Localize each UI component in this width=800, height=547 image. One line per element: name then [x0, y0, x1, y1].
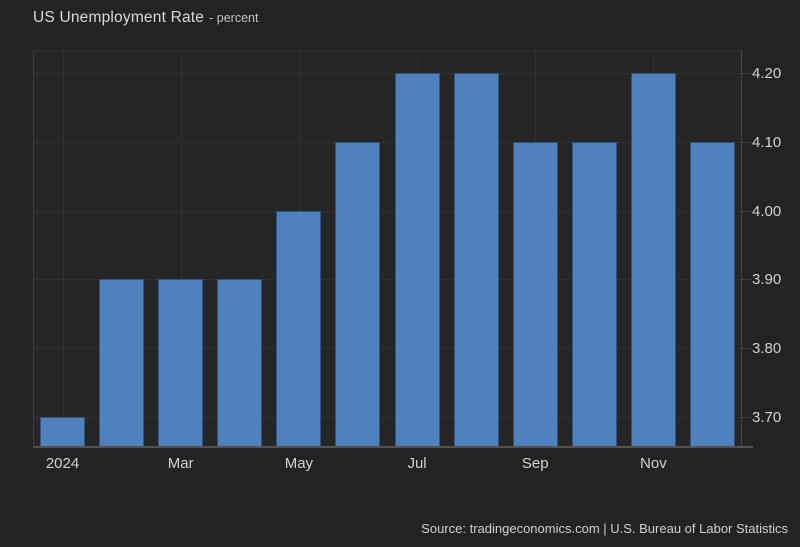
bar: [689, 142, 735, 447]
plot-area: [33, 50, 752, 447]
x-axis-label: Jul: [407, 455, 427, 472]
y-tick: [742, 348, 752, 350]
h-gridline: [33, 279, 742, 281]
y-tick: [742, 279, 752, 281]
y-axis-label: 3.80: [752, 340, 782, 358]
x-axis-label: Mar: [167, 455, 194, 472]
plot-left-border: [33, 50, 34, 447]
y-axis-label: 4.20: [752, 65, 782, 83]
v-gridline: [180, 50, 182, 447]
h-gridline: [33, 142, 742, 144]
y-axis-label: 3.70: [752, 408, 782, 426]
bar: [276, 210, 322, 447]
h-gridline: [33, 73, 742, 75]
bar: [99, 279, 145, 447]
h-gridline: [33, 348, 742, 350]
plot-top-border: [33, 50, 742, 51]
bar: [512, 142, 558, 447]
y-tick: [742, 142, 752, 144]
chart-subtitle: - percent: [209, 11, 259, 25]
y-axis-label: 4.00: [752, 202, 782, 220]
bar: [394, 73, 440, 447]
x-axis-label: Sep: [521, 455, 549, 472]
chart-header: US Unemployment Rate - percent: [33, 9, 258, 27]
bar: [630, 73, 676, 447]
y-axis-label: 4.10: [752, 134, 782, 152]
y-tick: [742, 73, 752, 75]
x-axis-label: May: [284, 455, 314, 472]
x-axis-label: 2024: [45, 455, 80, 472]
y-tick: [742, 416, 752, 418]
chart-title: US Unemployment Rate: [33, 9, 205, 26]
x-axis-line: [33, 446, 753, 448]
bar: [335, 142, 381, 447]
y-axis-label: 3.90: [752, 271, 782, 289]
y-axis-line: [741, 50, 742, 447]
bar: [158, 279, 204, 447]
h-gridline: [33, 416, 742, 418]
h-gridline: [33, 210, 742, 212]
bar: [217, 279, 263, 447]
source-attribution: Source: tradingeconomics.com | U.S. Bure…: [421, 521, 788, 536]
bar: [571, 142, 617, 447]
y-tick: [742, 210, 752, 212]
bar: [40, 416, 86, 447]
x-axis-label: Nov: [640, 455, 667, 472]
v-gridline: [62, 50, 64, 447]
bar: [453, 73, 499, 447]
